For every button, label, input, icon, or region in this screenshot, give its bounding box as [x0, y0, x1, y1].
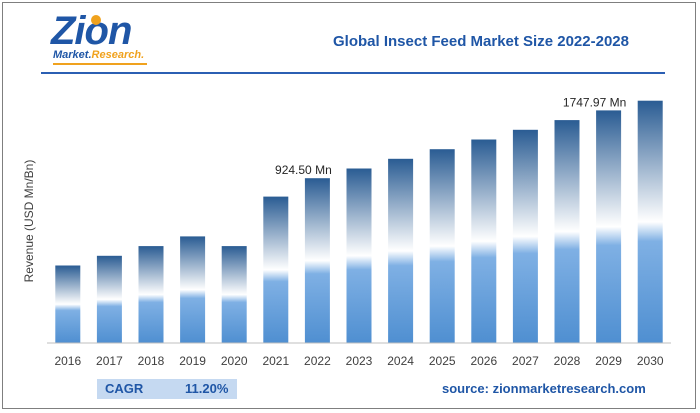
x-tick-label-2021: 2021: [262, 354, 289, 368]
source-text: source: zionmarketresearch.com: [442, 381, 646, 396]
bar-series: [55, 100, 663, 344]
bar-2019: [180, 236, 206, 343]
bar-2021: [263, 196, 289, 343]
bar-chart: 2016 2017 2018 2019 2020 2021 2022 2023 2024 2025…: [47, 95, 671, 368]
bar-2022: [304, 178, 330, 343]
x-tick-label-2030: 2030: [637, 354, 664, 368]
logo-dot-icon: [91, 15, 101, 25]
x-tick-label-2022: 2022: [304, 354, 331, 368]
x-tick-label-2019: 2019: [179, 354, 206, 368]
x-tick-label-2016: 2016: [54, 354, 81, 368]
bar-2025: [429, 149, 455, 343]
annotation-2022: 924.50 Mn: [275, 163, 332, 177]
chart-title: Global Insect Feed Market Size 2022-2028: [333, 33, 629, 50]
bar-2018: [138, 246, 164, 343]
cagr-label: CAGR: [105, 381, 144, 396]
logo-underline: [53, 63, 147, 65]
x-tick-label-2029: 2029: [595, 354, 622, 368]
bar-2024: [388, 158, 414, 343]
bar-2023: [346, 168, 372, 343]
x-tick-label-2018: 2018: [138, 354, 165, 368]
zion-logo: Zion Market.Research.: [47, 9, 177, 65]
annotation-2029: 1747.97 Mn: [563, 95, 626, 109]
cagr-badge: CAGR 11.20%: [97, 379, 237, 399]
x-tick-label-2023: 2023: [346, 354, 373, 368]
bar-2017: [96, 255, 122, 343]
x-tick-label-2025: 2025: [429, 354, 456, 368]
data-annotations: 924.50 Mn 1747.97 Mn: [275, 95, 626, 177]
cagr-value: 11.20%: [185, 381, 229, 396]
chart-frame: Zion Market.Research. Global Insect Feed…: [2, 2, 696, 409]
title-divider: [41, 72, 665, 74]
x-tick-label-2028: 2028: [554, 354, 581, 368]
x-tick-label-2026: 2026: [470, 354, 497, 368]
bar-2030: [637, 100, 663, 343]
x-tick-label-2024: 2024: [387, 354, 414, 368]
bar-2028: [554, 120, 580, 343]
bar-2029: [596, 110, 622, 344]
x-tick-label-2017: 2017: [96, 354, 123, 368]
x-tick-label-2027: 2027: [512, 354, 539, 368]
x-tick-label-2020: 2020: [221, 354, 248, 368]
bar-2016: [55, 265, 81, 343]
bar-2020: [221, 246, 247, 343]
x-tick-labels: 2016 2017 2018 2019 2020 2021 2022 2023 2024 2025…: [54, 354, 663, 368]
logo-subtitle: Market.Research.: [53, 49, 145, 61]
bar-2026: [471, 139, 497, 343]
bar-2027: [512, 129, 538, 343]
y-axis-label: Revenue (USD Mn/Bn): [22, 159, 36, 283]
